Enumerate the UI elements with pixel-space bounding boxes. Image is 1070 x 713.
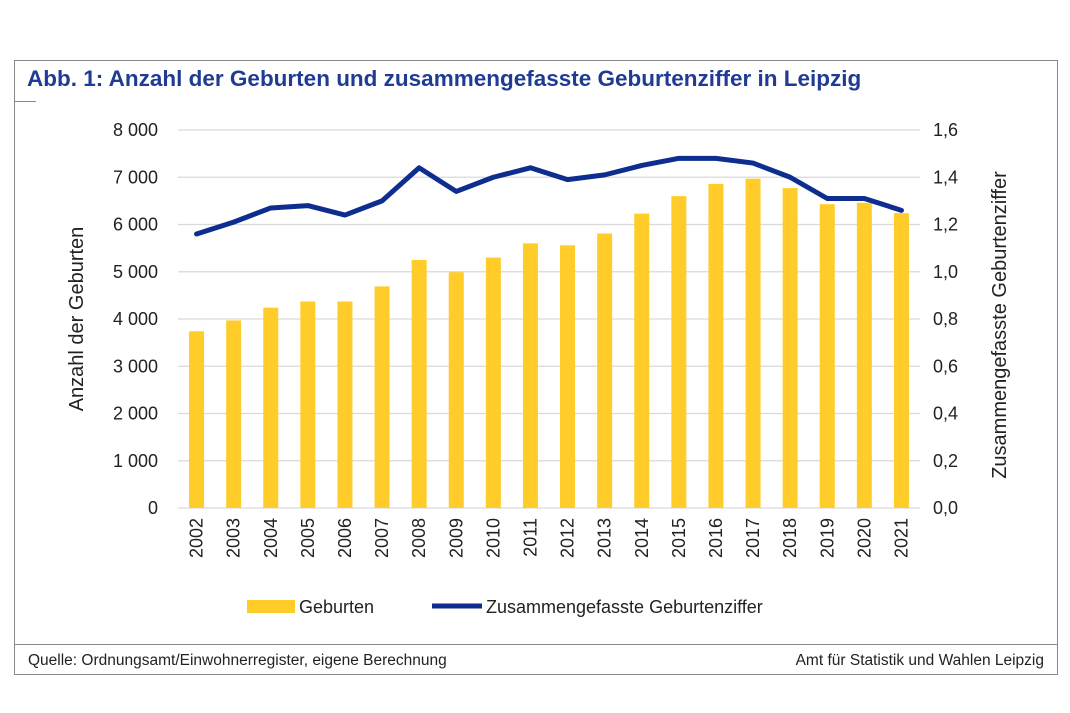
bar-2008 bbox=[411, 259, 427, 508]
right-tick-label: 1,2 bbox=[933, 215, 958, 235]
right-tick-label: 0,4 bbox=[933, 404, 958, 424]
legend: Geburten Zusammengefasste Geburtenziffer bbox=[247, 597, 763, 617]
left-axis-ticks: 0 1 000 2 000 3 000 4 000 5 000 6 000 7 000 8 00… bbox=[113, 120, 158, 518]
line-series bbox=[194, 155, 904, 237]
left-tick-label: 8 000 bbox=[113, 120, 158, 140]
right-tick-label: 0,8 bbox=[933, 309, 958, 329]
right-tick-label: 1,0 bbox=[933, 262, 958, 282]
x-tick-label: 2020 bbox=[854, 518, 874, 558]
footer-divider bbox=[14, 644, 1058, 645]
x-tick-label: 2012 bbox=[558, 518, 578, 558]
source-note: Quelle: Ordnungsamt/Einwohnerregister, e… bbox=[28, 652, 447, 669]
chart-title: Abb. 1: Anzahl der Geburten und zusammen… bbox=[27, 66, 862, 91]
right-tick-label: 1,6 bbox=[933, 120, 958, 140]
publisher-note: Amt für Statistik und Wahlen Leipzig bbox=[795, 652, 1044, 669]
x-tick-label: 2006 bbox=[335, 518, 355, 558]
bar-2004 bbox=[263, 307, 279, 508]
bar-2016 bbox=[708, 183, 724, 509]
left-tick-label: 1 000 bbox=[113, 451, 158, 471]
right-tick-label: 0,6 bbox=[933, 356, 958, 376]
legend-swatch-geburten bbox=[247, 600, 295, 613]
bar-2012 bbox=[560, 245, 576, 509]
x-tick-label: 2004 bbox=[261, 518, 281, 558]
bar-2003 bbox=[226, 320, 242, 508]
bar-2015 bbox=[671, 196, 687, 508]
left-tick-label: 7 000 bbox=[113, 167, 158, 187]
bar-series bbox=[189, 178, 909, 509]
bar-2010 bbox=[485, 257, 501, 508]
bar-2006 bbox=[337, 301, 353, 508]
left-tick-label: 5 000 bbox=[113, 262, 158, 282]
bar-2013 bbox=[597, 233, 613, 509]
bar-2007 bbox=[374, 286, 390, 508]
x-tick-label: 2010 bbox=[483, 518, 503, 558]
x-tick-label: 2009 bbox=[446, 518, 466, 558]
right-tick-label: 1,4 bbox=[933, 167, 958, 187]
x-tick-label: 2013 bbox=[595, 518, 615, 558]
left-tick-label: 0 bbox=[148, 498, 158, 518]
x-tick-label: 2008 bbox=[409, 518, 429, 558]
x-tick-label: 2003 bbox=[224, 518, 244, 558]
x-tick-label: 2019 bbox=[817, 518, 837, 558]
x-tick-label: 2015 bbox=[669, 518, 689, 558]
legend-label-ziffer: Zusammengefasste Geburtenziffer bbox=[486, 597, 763, 617]
bar-2019 bbox=[819, 204, 835, 508]
x-tick-label: 2014 bbox=[632, 518, 652, 558]
fertility-rate-line bbox=[194, 155, 904, 237]
right-axis-ticks: 0,0 0,2 0,4 0,6 0,8 1,0 1,2 1,4 1,6 bbox=[933, 120, 958, 518]
bar-2005 bbox=[300, 301, 316, 508]
right-axis-label: Zusammengefasste Geburtenziffer bbox=[989, 171, 1011, 479]
bar-2014 bbox=[634, 213, 650, 508]
bar-2021 bbox=[893, 213, 909, 508]
bar-2020 bbox=[856, 202, 872, 508]
x-axis-ticks: 2002 2003 2004 2005 2006 2007 2008 2009 2010 2011… bbox=[187, 518, 912, 558]
x-tick-label: 2011 bbox=[520, 518, 540, 557]
figure-frame bbox=[14, 60, 1058, 675]
title-divider bbox=[14, 101, 36, 102]
x-tick-label: 2007 bbox=[372, 518, 392, 558]
x-tick-label: 2017 bbox=[743, 518, 763, 558]
x-tick-label: 2005 bbox=[298, 518, 318, 558]
left-tick-label: 4 000 bbox=[113, 309, 158, 329]
left-axis-label: Anzahl der Geburten bbox=[66, 227, 88, 412]
legend-label-geburten: Geburten bbox=[299, 597, 374, 617]
left-tick-label: 3 000 bbox=[113, 356, 158, 376]
right-tick-label: 0,0 bbox=[933, 498, 958, 518]
bar-2002 bbox=[189, 331, 205, 508]
bar-2018 bbox=[782, 188, 798, 508]
bar-2011 bbox=[522, 243, 538, 508]
x-tick-label: 2016 bbox=[706, 518, 726, 558]
right-tick-label: 0,2 bbox=[933, 451, 958, 471]
x-tick-label: 2018 bbox=[780, 518, 800, 558]
bar-2017 bbox=[745, 178, 761, 509]
left-tick-label: 6 000 bbox=[113, 215, 158, 235]
bar-2009 bbox=[448, 272, 464, 508]
x-tick-label: 2021 bbox=[891, 518, 911, 558]
x-tick-label: 2002 bbox=[187, 518, 207, 558]
left-tick-label: 2 000 bbox=[113, 404, 158, 424]
